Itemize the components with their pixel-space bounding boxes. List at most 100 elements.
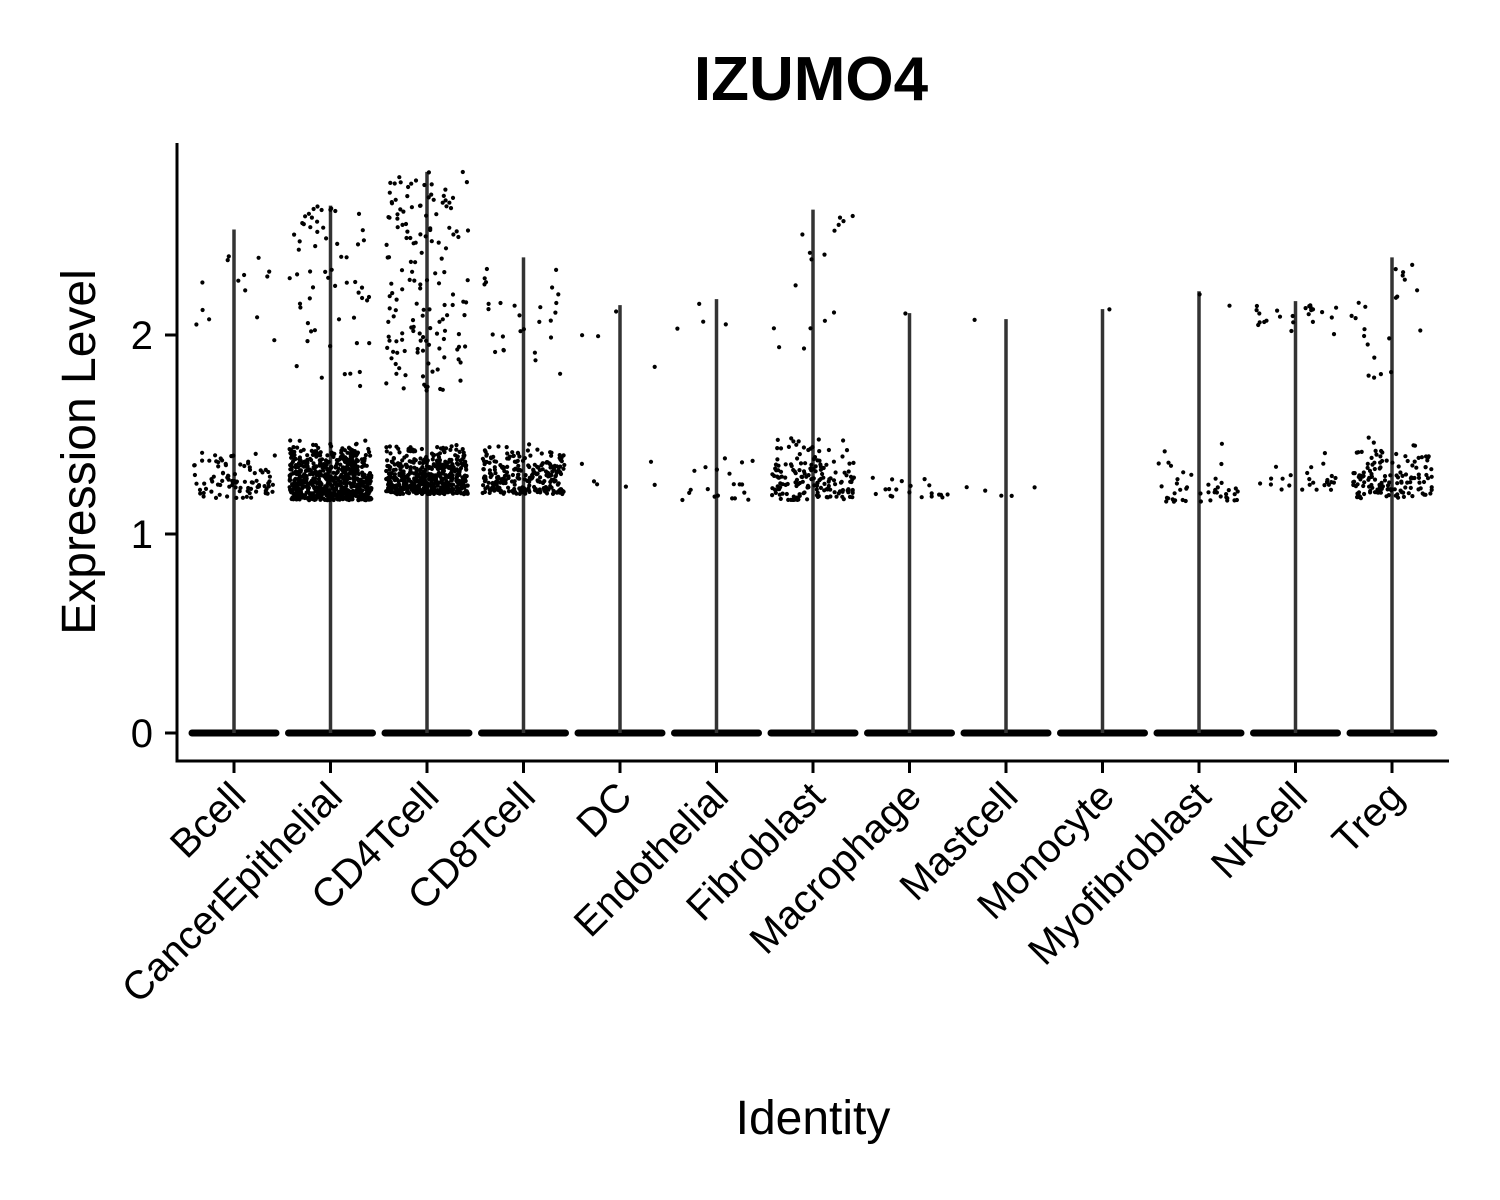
data-point <box>1189 472 1194 477</box>
data-point <box>1279 487 1284 492</box>
data-point <box>652 482 657 487</box>
data-point <box>795 456 800 461</box>
data-point <box>551 477 556 482</box>
data-point <box>289 472 294 477</box>
data-point <box>442 463 447 469</box>
data-point <box>315 204 320 209</box>
data-point <box>386 334 391 339</box>
data-point <box>1393 493 1398 498</box>
data-point <box>437 480 442 485</box>
data-point <box>1396 464 1401 469</box>
data-point <box>870 475 875 480</box>
data-point <box>324 472 329 477</box>
data-point <box>850 490 855 495</box>
data-point <box>822 252 827 257</box>
data-point <box>417 331 422 336</box>
data-point <box>253 451 258 456</box>
data-point <box>198 491 203 496</box>
data-point <box>851 460 856 465</box>
data-point <box>446 460 451 465</box>
data-point <box>298 492 303 497</box>
data-point <box>360 460 365 465</box>
data-point <box>398 207 403 212</box>
data-point <box>297 301 303 306</box>
data-point <box>339 254 344 259</box>
data-point <box>455 347 460 352</box>
data-point <box>1215 485 1220 490</box>
data-point <box>290 488 295 493</box>
data-point <box>794 442 799 447</box>
data-point <box>369 475 374 480</box>
data-point <box>908 483 913 488</box>
data-point <box>337 482 342 488</box>
data-point <box>535 478 540 483</box>
data-point <box>332 488 337 493</box>
data-point <box>1291 320 1296 325</box>
data-point <box>418 203 423 208</box>
data-point <box>426 361 431 366</box>
data-point <box>1405 458 1410 464</box>
data-point <box>529 476 534 481</box>
data-point <box>426 170 431 175</box>
data-point <box>1410 262 1415 267</box>
data-point <box>490 332 495 337</box>
data-point <box>384 381 389 386</box>
data-point <box>1206 482 1211 487</box>
data-point <box>778 481 783 486</box>
data-point <box>448 206 454 211</box>
data-point <box>828 494 833 499</box>
data-point <box>354 441 359 446</box>
data-point <box>252 471 257 476</box>
data-point <box>1333 475 1338 481</box>
data-point <box>238 462 243 467</box>
data-point <box>388 490 394 495</box>
data-point <box>339 450 344 455</box>
data-point <box>817 449 822 454</box>
data-point <box>775 474 780 479</box>
data-point <box>465 228 471 233</box>
y-axis-title: Expression Level <box>53 269 106 635</box>
data-point <box>384 468 389 474</box>
data-point <box>1206 490 1211 495</box>
data-point <box>1418 486 1423 491</box>
data-point <box>200 458 205 463</box>
data-point <box>424 278 430 283</box>
data-point <box>1403 485 1408 490</box>
data-point <box>1256 322 1261 328</box>
data-point <box>440 387 445 392</box>
data-point <box>385 255 390 260</box>
data-point <box>403 373 408 378</box>
data-point <box>401 491 406 496</box>
data-point <box>492 465 497 470</box>
data-point <box>451 487 456 492</box>
data-point <box>1225 498 1230 503</box>
data-point <box>414 301 419 306</box>
data-point <box>562 462 567 468</box>
data-point <box>338 462 343 467</box>
y-tick-label: 0 <box>131 712 153 756</box>
data-point <box>692 468 697 473</box>
data-point <box>435 460 440 465</box>
data-point <box>247 467 253 472</box>
data-point <box>799 474 804 479</box>
data-point <box>1395 481 1400 486</box>
data-point <box>339 491 344 496</box>
data-point <box>454 478 459 483</box>
data-point <box>511 453 516 459</box>
data-point <box>360 295 365 301</box>
data-point <box>1107 307 1112 312</box>
data-point <box>256 483 262 488</box>
data-point <box>424 388 429 393</box>
data-point <box>429 239 434 244</box>
data-point <box>547 473 552 478</box>
data-point <box>346 488 351 493</box>
data-point <box>777 492 782 497</box>
data-point <box>407 459 412 464</box>
data-point <box>550 285 555 290</box>
data-point <box>545 460 550 465</box>
data-point <box>242 479 247 484</box>
data-point <box>357 369 362 375</box>
data-point <box>314 480 320 485</box>
data-point <box>332 451 337 456</box>
data-point <box>226 477 231 482</box>
